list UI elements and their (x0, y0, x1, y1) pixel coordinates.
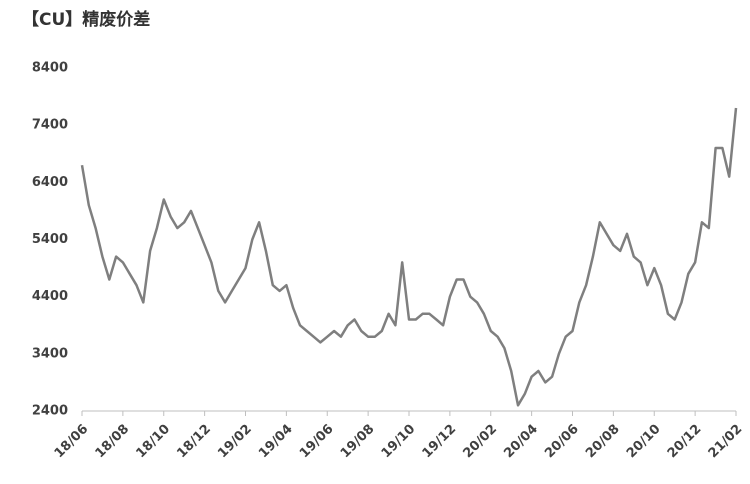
x-tick-label: 18/10 (133, 422, 173, 462)
x-tick-label: 19/02 (215, 422, 255, 462)
x-tick-label: 20/10 (624, 422, 664, 462)
x-tick-label: 19/12 (420, 422, 460, 462)
price-line (80, 107, 738, 407)
y-tick-label: 7400 (32, 118, 68, 133)
x-tick-label: 20/02 (460, 422, 500, 462)
y-tick-label: 4400 (32, 289, 68, 304)
x-tick-label: 18/06 (52, 422, 92, 462)
x-tick-label: 20/04 (501, 422, 541, 462)
x-tick-label: 20/08 (583, 422, 623, 462)
x-tick-label: 19/06 (297, 422, 337, 462)
y-tick-label: 2400 (32, 404, 68, 419)
x-tick-label: 18/12 (174, 422, 214, 462)
x-tick-label: 20/12 (665, 422, 705, 462)
x-tick-label: 20/06 (542, 422, 582, 462)
y-tick-label: 5400 (32, 232, 68, 247)
x-tick-label: 18/08 (93, 422, 133, 462)
y-tick-label: 8400 (32, 61, 68, 76)
y-tick-label: 6400 (32, 175, 68, 190)
x-tick-label: 21/02 (706, 422, 746, 462)
x-tick-label: 19/04 (256, 422, 296, 462)
chart-title: 【CU】精废价差 (22, 9, 150, 30)
x-tick-label: 19/08 (338, 422, 378, 462)
x-tick-label: 19/10 (379, 422, 419, 462)
y-tick-label: 3400 (32, 346, 68, 361)
